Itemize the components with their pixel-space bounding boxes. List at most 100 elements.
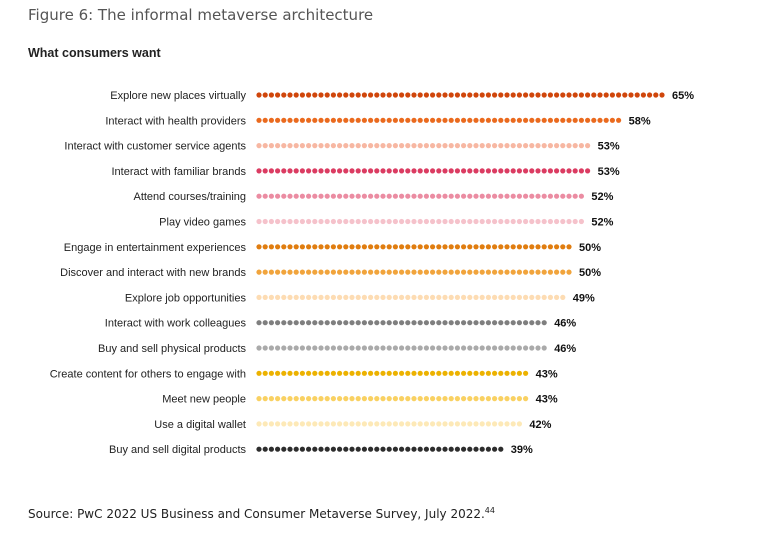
category-label: Explore job opportunities: [125, 292, 247, 304]
bar-dot: [504, 244, 510, 250]
bar-dot: [318, 396, 324, 402]
bar-dot: [355, 345, 361, 351]
bar-dot: [306, 421, 312, 427]
bar-dot: [417, 218, 423, 225]
bar-dot: [485, 244, 491, 250]
bar-dot: [386, 446, 392, 452]
bar-dot: [454, 345, 460, 351]
bar-dot: [535, 92, 541, 98]
bar-dot: [473, 396, 479, 402]
bar-dot: [299, 370, 305, 376]
source-note: Source: PwC 2022 US Business and Consume…: [28, 506, 495, 521]
bar-dot: [504, 345, 510, 351]
bar-dot: [523, 244, 529, 250]
bar-dot: [535, 244, 541, 250]
bar-dot: [392, 269, 398, 275]
bar-dot: [541, 244, 547, 250]
bar-dot: [417, 421, 423, 427]
bar-dot: [411, 320, 417, 326]
bar-dot: [485, 320, 491, 326]
bar-dot: [516, 269, 523, 275]
bar-dot: [312, 244, 318, 250]
bar-dot: [386, 218, 392, 225]
bar-dot: [324, 320, 330, 326]
bar-dot: [554, 218, 560, 225]
bar-dot: [448, 370, 454, 376]
bar-dot: [306, 92, 312, 98]
bar-dot: [368, 143, 374, 149]
bar-dot: [275, 143, 281, 149]
bar-dot: [324, 396, 330, 402]
bar-dot: [392, 396, 398, 402]
category-label: Buy and sell digital products: [109, 444, 246, 456]
bar-dot: [287, 244, 293, 250]
bar-dot: [566, 143, 572, 149]
bar-dot: [436, 294, 442, 300]
bar-dot: [399, 244, 405, 250]
bar-dot: [461, 143, 467, 149]
bar-dot: [430, 218, 436, 225]
bar-dot: [281, 168, 287, 174]
bar-dot: [479, 244, 485, 250]
bar-dot: [591, 117, 597, 123]
bar-dot: [566, 92, 572, 98]
dot-bar: [256, 370, 529, 376]
bar-dot: [337, 421, 343, 427]
bar-row-attend-courses-training: Attend courses/training 52%: [133, 191, 613, 203]
bar-dot: [535, 193, 541, 199]
bar-dot: [392, 370, 398, 376]
bar-dot: [529, 244, 535, 250]
bar-dot: [256, 320, 262, 326]
bar-dot: [324, 143, 330, 149]
bar-dot: [287, 117, 293, 123]
bar-dot: [281, 320, 287, 326]
bar-dot: [399, 345, 405, 351]
bar-dot: [492, 345, 498, 351]
bar-dot: [349, 396, 355, 402]
bar-dot: [343, 168, 349, 174]
bar-dot: [287, 294, 293, 300]
bar-dot: [504, 396, 510, 402]
bar-dot: [578, 168, 585, 174]
bar-dot: [299, 446, 305, 452]
bar-dot: [461, 294, 467, 300]
dot-bar: [256, 168, 591, 174]
bar-dot: [312, 168, 318, 174]
bar-dot: [430, 193, 436, 199]
dot-bar: [256, 269, 572, 275]
bar-dot: [380, 193, 386, 199]
bar-dot: [541, 345, 547, 351]
bar-dot: [256, 193, 262, 199]
bar-dot: [405, 244, 411, 250]
bar-dot: [281, 294, 287, 300]
bar-dot: [293, 92, 299, 98]
bar-dot: [461, 92, 467, 98]
bar-dot: [492, 117, 498, 123]
bar-dot: [256, 168, 262, 174]
bar-dot: [461, 193, 467, 199]
bar-dot: [411, 294, 417, 300]
bar-dot: [423, 117, 429, 123]
category-label: Discover and interact with new brands: [60, 267, 246, 279]
bar-dot: [510, 168, 516, 174]
bar-dot: [523, 269, 529, 275]
bar-dot: [510, 92, 516, 98]
bar-dot: [337, 143, 343, 149]
bar-dot: [281, 117, 287, 123]
bar-dot: [374, 218, 380, 225]
value-label: 49%: [573, 292, 595, 304]
bar-dot: [312, 218, 318, 225]
bar-dot: [485, 446, 491, 452]
bar-dot: [479, 370, 485, 376]
bar-dot: [399, 294, 405, 300]
bar-dot: [423, 269, 429, 275]
bar-dot: [492, 396, 498, 402]
bar-dot: [442, 218, 448, 225]
bar-dot: [324, 269, 330, 275]
bar-dot: [355, 370, 361, 376]
bar-dot: [485, 218, 491, 225]
bar-dot: [312, 396, 318, 402]
bar-dot: [442, 294, 448, 300]
bar-dot: [262, 193, 268, 199]
bar-dot: [492, 218, 498, 225]
